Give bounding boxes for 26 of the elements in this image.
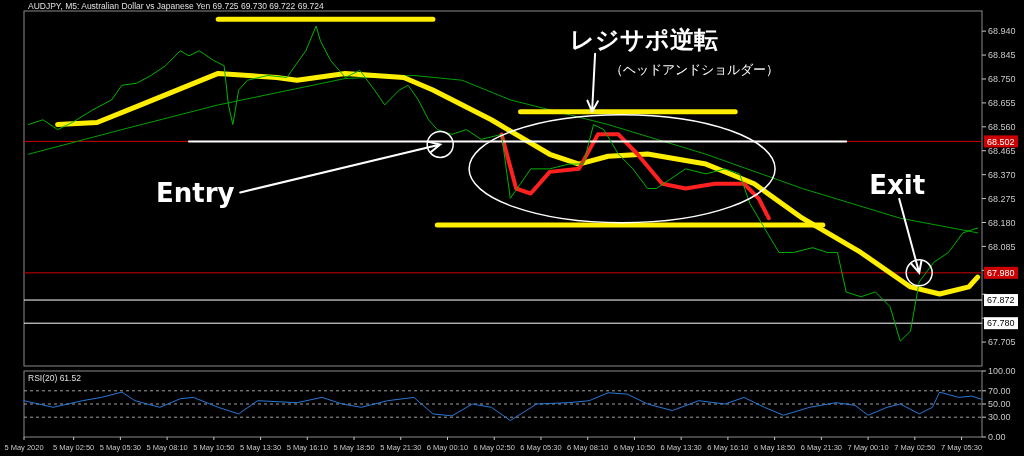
y-tick-label: 68.275: [988, 193, 1016, 204]
annotation: レジサポ逆転: [570, 26, 719, 55]
ref-line-label: 67.780: [987, 318, 1015, 329]
y-tick-label: 68.750: [988, 74, 1016, 85]
y-tick-label: 68.940: [988, 26, 1016, 37]
y-tick-label: 100.00: [988, 366, 1016, 377]
annotation: （ヘッドアンドショルダー）: [610, 61, 780, 77]
chart-title: RSI(20) 61.52: [28, 373, 82, 383]
annotation: Exit: [869, 169, 926, 200]
y-tick-label: 68.845: [988, 50, 1016, 61]
y-tick-label: 0.00: [988, 432, 1006, 443]
y-tick-label: 67.705: [988, 337, 1016, 348]
y-tick-label: 68.370: [988, 169, 1016, 180]
y-tick-label: 68.465: [988, 145, 1016, 156]
ref-line-label: 67.872: [987, 295, 1015, 306]
chart-title: AUDJPY, M5: Australian Dollar vs Japanese Yen 69.725 69.730 69.722 69.724: [28, 1, 324, 11]
ref-line-label: 67.980: [987, 267, 1015, 278]
y-tick-label: 50.00: [988, 399, 1011, 410]
y-tick-label: 68.655: [988, 98, 1016, 109]
y-tick-label: 68.085: [988, 241, 1016, 252]
y-tick-label: 30.00: [988, 412, 1011, 423]
annotation: Entry: [155, 177, 235, 208]
y-tick-label: 68.560: [988, 121, 1016, 132]
y-tick-label: 68.180: [988, 217, 1016, 228]
y-tick-label: 70.00: [988, 385, 1011, 396]
ref-line-label: 68.502: [987, 136, 1015, 147]
